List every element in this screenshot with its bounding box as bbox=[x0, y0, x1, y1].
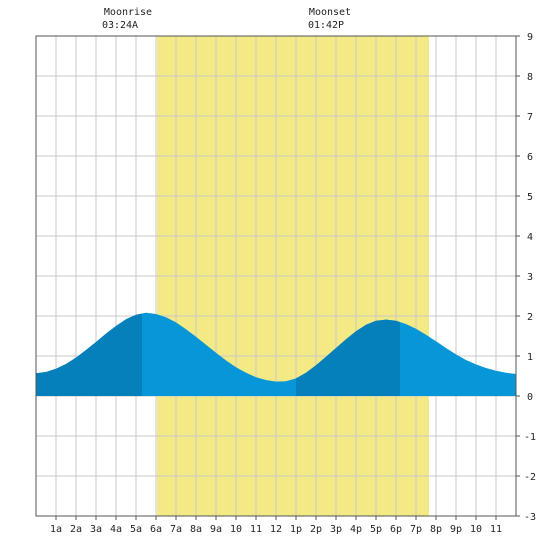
x-tick-label: 1p bbox=[290, 524, 302, 535]
moonset-label: Moonset bbox=[309, 7, 351, 18]
x-tick-label: 5p bbox=[370, 524, 382, 535]
x-tick-label: 4p bbox=[350, 524, 362, 535]
tide-dark-bands bbox=[36, 313, 400, 396]
moonrise-time: 03:24A bbox=[102, 20, 138, 31]
x-tick-label: 1a bbox=[50, 524, 62, 535]
x-tick-label: 7p bbox=[410, 524, 422, 535]
x-tick-label: 7a bbox=[170, 524, 182, 535]
y-tick-label: 5 bbox=[527, 192, 533, 203]
tide-dark-band bbox=[296, 319, 400, 396]
x-tick-label: 10 bbox=[230, 524, 242, 535]
x-tick-label: 10 bbox=[470, 524, 482, 535]
y-tick-label: 8 bbox=[527, 72, 533, 83]
x-tick-label: 3a bbox=[90, 524, 102, 535]
x-tick-label: 12 bbox=[270, 524, 282, 535]
x-tick-label: 2a bbox=[70, 524, 82, 535]
x-tick-label: 11 bbox=[490, 524, 502, 535]
x-tick-label: 8p bbox=[430, 524, 442, 535]
y-tick-label: 6 bbox=[527, 152, 533, 163]
y-tick-label: -3 bbox=[524, 512, 536, 523]
x-tick-label: 9a bbox=[210, 524, 222, 535]
y-tick-label: 7 bbox=[527, 112, 533, 123]
x-tick-label: 11 bbox=[250, 524, 262, 535]
y-tick-label: 1 bbox=[527, 352, 533, 363]
y-tick-label: 2 bbox=[527, 312, 533, 323]
tide-dark-band bbox=[36, 313, 142, 396]
y-tick-label: 9 bbox=[527, 32, 533, 43]
y-tick-label: 0 bbox=[527, 392, 533, 403]
moonrise-label: Moonrise bbox=[104, 7, 152, 18]
x-tick-label: 5a bbox=[130, 524, 142, 535]
x-tick-label: 6p bbox=[390, 524, 402, 535]
y-tick-label: -1 bbox=[524, 432, 536, 443]
x-tick-label: 9p bbox=[450, 524, 462, 535]
moonset-time: 01:42P bbox=[308, 20, 344, 31]
x-tick-label: 8a bbox=[190, 524, 202, 535]
horizontal-grid bbox=[36, 75, 516, 477]
x-axis-ticks: 1a 2a 3a 4a 5a 6a 7a 8a 9a 10 11 12 1p 2p 3p 4p 5p 6p 7p 8p… bbox=[50, 516, 502, 535]
y-tick-label: 4 bbox=[527, 232, 533, 243]
y-tick-label: -2 bbox=[524, 472, 536, 483]
x-tick-label: 2p bbox=[310, 524, 322, 535]
x-tick-label: 6a bbox=[150, 524, 162, 535]
y-axis-ticks: -3 -2 -1 0 1 2 3 4 5 6 7 8 9 bbox=[516, 32, 536, 523]
y-tick-label: 3 bbox=[527, 272, 533, 283]
x-tick-label: 3p bbox=[330, 524, 342, 535]
x-tick-label: 4a bbox=[110, 524, 122, 535]
